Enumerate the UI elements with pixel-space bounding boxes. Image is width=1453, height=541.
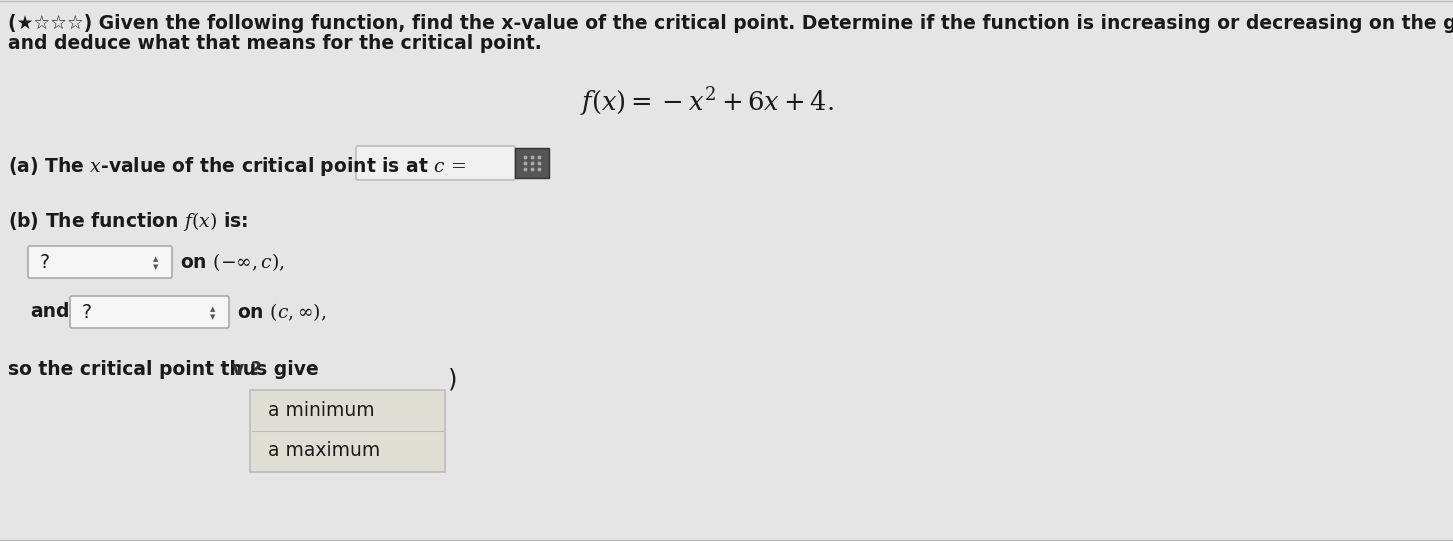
Text: ▼: ▼ [211,314,215,320]
Text: ?: ? [81,302,92,321]
Text: $f(x) = -x^2 + 6x + 4.$: $f(x) = -x^2 + 6x + 4.$ [580,85,834,118]
Text: (a) The $x$-value of the critical point is at $c\,=$: (a) The $x$-value of the critical point … [9,155,466,178]
FancyBboxPatch shape [70,296,230,328]
FancyBboxPatch shape [250,390,445,472]
Text: on $(-\infty, c),$: on $(-\infty, c),$ [180,251,285,273]
Text: ): ) [448,368,458,392]
FancyBboxPatch shape [28,246,171,278]
Text: and deduce what that means for the critical point.: and deduce what that means for the criti… [9,34,542,53]
Text: a maximum: a maximum [267,441,381,460]
Text: (b) The function $f(x)$ is:: (b) The function $f(x)$ is: [9,210,248,233]
Text: (★☆☆☆) Given the following function, find the x-value of the critical point. Det: (★☆☆☆) Given the following function, fin… [9,14,1453,33]
Text: on $(c, \infty),$: on $(c, \infty),$ [237,301,325,323]
Text: so the critical point thus give: so the critical point thus give [9,360,318,379]
Text: and: and [31,302,70,321]
Text: a minimum: a minimum [267,401,375,420]
FancyBboxPatch shape [514,148,549,178]
Text: ?: ? [41,253,49,272]
Text: v ?: v ? [232,360,262,379]
Text: ▼: ▼ [154,264,158,270]
FancyBboxPatch shape [356,146,514,180]
Text: ▲: ▲ [211,306,215,312]
Text: ▲: ▲ [154,256,158,262]
